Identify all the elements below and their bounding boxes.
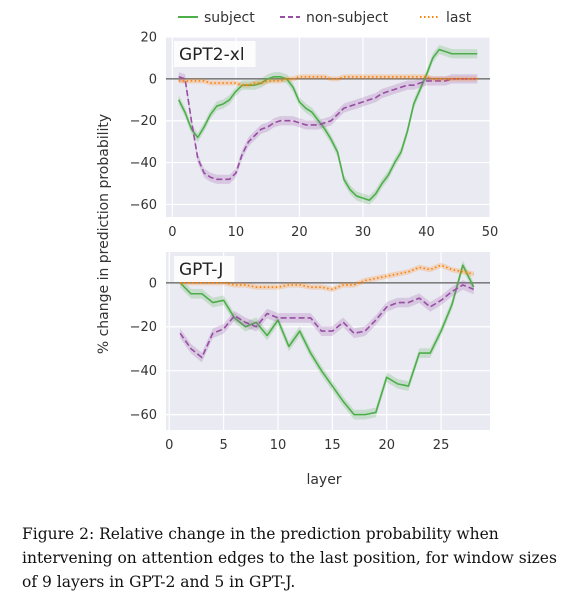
y-tick-label: −60 [130, 198, 157, 213]
confidence-band-last [180, 262, 474, 292]
y-tick-label: −20 [130, 114, 157, 129]
series-line-subject [177, 48, 478, 202]
legend-label-last: last [446, 10, 472, 26]
y-tick-label: −40 [130, 156, 157, 171]
panel-title-box [174, 41, 256, 67]
y-tick-label: 0 [149, 276, 157, 291]
figure-caption: Figure 2: Relative change in the predict… [22, 525, 557, 591]
y-tick-label: −60 [130, 408, 157, 423]
x-tick-label: 0 [165, 438, 173, 453]
figure: subject non-subject last % change in pre… [96, 10, 499, 488]
x-tick-label: 10 [228, 225, 245, 240]
confidence-band-non-subject [180, 280, 474, 363]
y-tick-label: 0 [149, 72, 157, 87]
series-line-subject [179, 264, 475, 416]
panel-gpt2-xl: 0 10 20 30 40 50 20 0 −20 −40 −60 GPT2-xl [130, 31, 499, 241]
panel-title: GPT-J [179, 260, 223, 280]
x-tick-label: 5 [219, 438, 227, 453]
x-tick-label: 15 [324, 438, 341, 453]
y-tick-label: −20 [130, 320, 157, 335]
series-line-last [180, 264, 474, 291]
y-tick-label: −40 [130, 364, 157, 379]
series-line-non-subject [178, 76, 478, 181]
x-tick-label: 0 [168, 225, 176, 240]
confidence-band-last [178, 74, 478, 88]
x-tick-label: 30 [355, 225, 372, 240]
legend: subject non-subject last [178, 10, 472, 26]
x-tick-label: 20 [291, 225, 308, 240]
x-tick-label: 40 [418, 225, 435, 240]
x-tick-label: 10 [270, 438, 287, 453]
panel-title-box [174, 256, 235, 282]
legend-label-non-subject: non-subject [306, 10, 389, 26]
series-line-non-subject [179, 284, 474, 359]
x-tick-label: 25 [433, 438, 450, 453]
x-axis-title: layer [306, 472, 341, 488]
y-axis-title: % change in prediction probability [96, 114, 112, 354]
x-tick-label: 20 [378, 438, 395, 453]
x-tick-label: 50 [482, 225, 499, 240]
legend-label-subject: subject [204, 10, 255, 26]
confidence-band-non-subject [178, 72, 478, 184]
y-tick-label: 20 [140, 31, 157, 46]
confidence-band-subject [180, 260, 474, 420]
panel-gpt-j: 0 5 10 15 20 25 0 −20 −40 −60 GPT-J [130, 252, 490, 453]
panel-title: GPT2-xl [179, 45, 245, 65]
